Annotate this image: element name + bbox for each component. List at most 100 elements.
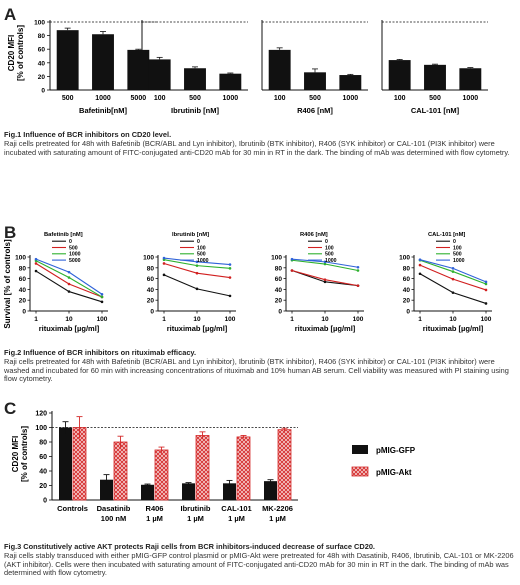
y-tick-label: 60 bbox=[403, 276, 411, 283]
data-point bbox=[100, 295, 104, 299]
y-tick-label: 80 bbox=[19, 265, 27, 272]
legend-label: 500 bbox=[69, 245, 78, 251]
fig1-ylabel-line1: CD20 MFI bbox=[7, 35, 16, 71]
x-tick-label: 1000 bbox=[223, 95, 239, 102]
legend-label: 500 bbox=[197, 252, 206, 258]
data-point bbox=[290, 257, 294, 261]
data-point bbox=[451, 270, 455, 273]
bar bbox=[424, 64, 446, 90]
y-tick-label: 80 bbox=[39, 440, 47, 447]
x-tick-label: Ibrutinib bbox=[181, 504, 211, 513]
x-tick-label: 100 bbox=[274, 95, 286, 102]
x-tick-label: 500 bbox=[429, 95, 441, 102]
fig3-ylabel-line2: [% of controls] bbox=[20, 426, 29, 482]
legend-label: pMIG-Akt bbox=[376, 468, 412, 477]
x-tick-label: 100 bbox=[225, 316, 236, 323]
y-tick-label: 20 bbox=[19, 298, 27, 305]
y-tick-label: 60 bbox=[19, 276, 27, 283]
bar bbox=[388, 60, 411, 90]
y-tick-label: 60 bbox=[147, 276, 155, 283]
series-line bbox=[35, 270, 103, 303]
bar bbox=[127, 49, 150, 90]
bar-pmig-gfp bbox=[264, 481, 277, 500]
fig1-chart-3: 100 500 1000 R406 [nM] bbox=[261, 20, 368, 115]
legend-title: R406 [nM] bbox=[300, 232, 328, 238]
data-point bbox=[484, 288, 488, 292]
data-point bbox=[451, 277, 455, 281]
x-axis-label: CAL-101 [nM] bbox=[411, 106, 460, 115]
legend-label: pMIG-GFP bbox=[376, 446, 416, 455]
y-tick-label: 0 bbox=[406, 309, 410, 316]
x-tick-label: 500 bbox=[309, 95, 321, 102]
fig1-caption-title: Fig.1 Influence of BCR inhibitors on CD2… bbox=[4, 130, 172, 139]
y-tick-label: 40 bbox=[403, 287, 411, 294]
fig2-caption: Fig.2 Influence of BCR inhibitors on rit… bbox=[4, 348, 518, 384]
fig3-caption-title: Fig.3 Constitutively active AKT protects… bbox=[4, 542, 375, 551]
y-tick-label: 0 bbox=[278, 309, 282, 316]
bar-pmig-akt bbox=[236, 436, 251, 501]
data-point bbox=[162, 262, 166, 265]
x-axis-label: rituximab [µg/ml] bbox=[167, 324, 228, 333]
y-tick-label: 20 bbox=[403, 298, 411, 305]
x-tick-label: 100 bbox=[481, 316, 492, 323]
y-tick-label: 100 bbox=[34, 20, 45, 27]
data-point bbox=[228, 263, 232, 266]
bar bbox=[56, 30, 79, 90]
bar bbox=[148, 59, 171, 90]
x-tick-label: Dasatinib bbox=[97, 504, 131, 513]
data-point bbox=[451, 291, 455, 294]
legend-label: 0 bbox=[325, 239, 328, 245]
panel-label-c: C bbox=[4, 399, 16, 418]
legend-title: CAL-101 [nM] bbox=[428, 232, 465, 238]
x-tick-label: 1 bbox=[34, 316, 38, 323]
x-axis-label: rituximab [µg/ml] bbox=[39, 324, 100, 333]
fig2-caption-body: Raji cells pretreated for 48h with Bafet… bbox=[4, 356, 509, 384]
x-axis-label: rituximab [µg/ml] bbox=[295, 324, 356, 333]
y-tick-label: 0 bbox=[41, 88, 45, 95]
data-point bbox=[484, 280, 488, 284]
bar bbox=[219, 73, 242, 90]
fig3-caption-body: Raji cells stably transduced with either… bbox=[4, 550, 514, 578]
fig1-caption-body: Raji cells pretreated for 48h with Bafet… bbox=[4, 138, 510, 157]
legend-label: 1000 bbox=[69, 252, 81, 258]
bar bbox=[92, 34, 114, 90]
y-tick-label: 40 bbox=[19, 287, 27, 294]
y-tick-label: 20 bbox=[275, 298, 283, 305]
bar-pmig-akt bbox=[277, 429, 292, 501]
data-point bbox=[356, 269, 360, 272]
y-tick-label: 0 bbox=[150, 309, 154, 316]
y-tick-label: 100 bbox=[399, 255, 410, 262]
data-point bbox=[484, 282, 488, 286]
fig2-caption-title: Fig.2 Influence of BCR inhibitors on rit… bbox=[4, 348, 197, 357]
data-point bbox=[418, 272, 422, 276]
data-point bbox=[34, 257, 38, 261]
x-axis-label: R406 [nM] bbox=[297, 106, 333, 115]
x-tick-label: 500 bbox=[189, 95, 201, 102]
x-axis-label: rituximab [µg/ml] bbox=[423, 324, 484, 333]
data-point bbox=[67, 276, 71, 279]
x-tick-label: 1 bbox=[162, 316, 166, 323]
legend-swatch bbox=[352, 445, 368, 454]
x-tick-label: 100 bbox=[394, 95, 406, 102]
x-axis-label: Ibrutinib [nM] bbox=[171, 106, 219, 115]
legend-label: 500 bbox=[453, 252, 462, 258]
x-tick-label: 1000 bbox=[463, 95, 479, 102]
bar-pmig-gfp bbox=[182, 483, 195, 500]
fig1-ylabel-line2: [% of controls] bbox=[16, 25, 25, 81]
fig1-charts: 0 20 40 60 80 100 500 1000 5000 Bafetinib[nM] 100 5… bbox=[34, 20, 488, 115]
y-tick-label: 20 bbox=[38, 74, 46, 81]
y-tick-label: 40 bbox=[38, 60, 46, 67]
legend-label: 1000 bbox=[197, 258, 209, 264]
fig1-caption: Fig.1 Influence of BCR inhibitors on CD2… bbox=[4, 130, 518, 157]
data-point bbox=[67, 282, 71, 286]
x-tick-label: Controls bbox=[57, 504, 88, 513]
series-line bbox=[291, 269, 359, 287]
y-tick-label: 80 bbox=[403, 265, 411, 272]
bar bbox=[339, 75, 362, 90]
